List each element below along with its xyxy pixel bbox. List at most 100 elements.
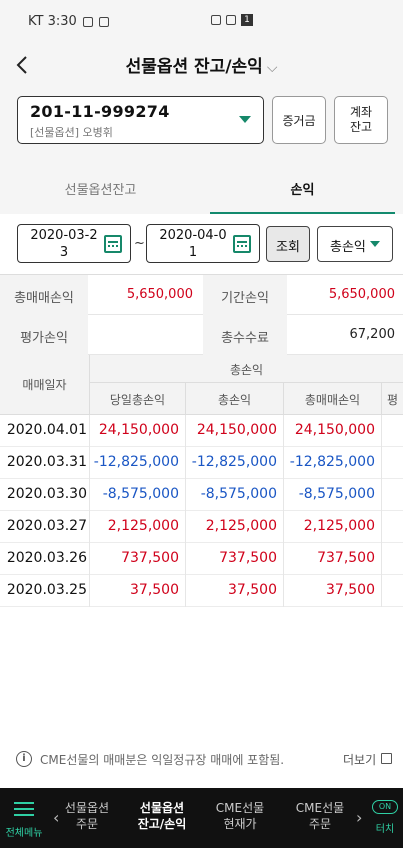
total-fee-value: 67,200 xyxy=(349,327,396,342)
nav-label: 주문 xyxy=(308,817,332,831)
daily-total-pl-cell: -8,575,000 xyxy=(90,479,186,511)
signal-icon xyxy=(226,15,236,25)
query-button[interactable]: 조회 xyxy=(266,226,310,262)
total-pl-cell: 24,150,000 xyxy=(186,415,284,447)
active-tab-indicator xyxy=(210,212,395,215)
column-group-header: 총손익 xyxy=(90,355,403,383)
table-row[interactable]: 2020.03.27 2,125,000 2,125,000 2,125,000 xyxy=(0,511,403,543)
trade-date-cell: 2020.03.26 xyxy=(0,543,90,575)
trade-date-cell: 2020.03.25 xyxy=(0,575,90,607)
account-area: 201-11-999274 [선물옵션] 오병휘 증거금 계좌 잔고 xyxy=(0,86,403,162)
battery-icon: 1 xyxy=(241,14,253,26)
notification-icon xyxy=(98,16,109,27)
table-row[interactable]: 2020.03.30 -8,575,000 -8,575,000 -8,575,000 xyxy=(0,479,403,511)
table-row[interactable]: 2020.04.01 24,150,000 24,150,000 24,150,000 xyxy=(0,415,403,447)
tab-bar: 선물옵션잔고 손익 xyxy=(0,162,403,215)
nav-label: 잔고/손익 xyxy=(137,817,187,831)
nav-label: CME선물 xyxy=(215,801,265,815)
page-title-dropdown[interactable]: 선물옵션 잔고/손익 ⌵ xyxy=(0,52,403,77)
margin-button[interactable]: 증거금 xyxy=(272,96,326,144)
calendar-icon[interactable] xyxy=(104,235,122,253)
daily-total-pl-cell: 737,500 xyxy=(90,543,186,575)
notice-bar: i CME선물의 매매분은 익일정규장 매매에 포함됨. 더보기 xyxy=(0,748,403,774)
column-header: 당일총손익 xyxy=(90,383,186,415)
summary-row: 평가손익 총수수료 67,200 xyxy=(0,315,403,355)
carrier-time: KT 3:30 xyxy=(28,14,77,29)
daily-total-pl-cell: 2,125,000 xyxy=(90,511,186,543)
nav-item-cme-order[interactable]: CME선물 주문 xyxy=(283,800,357,832)
total-trade-pl-cell: 37,500 xyxy=(284,575,382,607)
more-link[interactable]: 더보기 xyxy=(343,753,377,767)
period-pl-label: 기간손익 xyxy=(203,275,287,315)
total-pl-cell: -12,825,000 xyxy=(186,447,284,479)
table-row[interactable]: 2020.03.31 -12,825,000 -12,825,000 -12,825,… xyxy=(0,447,403,479)
info-icon: i xyxy=(16,751,32,767)
wifi-icon xyxy=(211,15,221,25)
pl-type-value: 총손익 xyxy=(330,240,366,255)
on-toggle-label: 터치 xyxy=(375,824,395,835)
account-balance-label-1: 계좌 xyxy=(349,105,373,119)
daily-total-pl-cell: 24,150,000 xyxy=(90,415,186,447)
start-date-picker[interactable]: 2020-03-23 xyxy=(17,224,131,263)
nav-label: 현재가 xyxy=(223,817,257,831)
dropdown-arrow-icon xyxy=(370,241,380,247)
account-number: 201-11-999274 xyxy=(30,102,170,121)
page-title: 선물옵션 잔고/손익 xyxy=(125,57,263,77)
total-trade-pl-cell: 737,500 xyxy=(284,543,382,575)
calendar-icon[interactable] xyxy=(233,235,251,253)
nav-label: 주문 xyxy=(75,817,99,831)
column-header: 평 xyxy=(386,393,399,407)
total-trade-pl-label: 총매매손익 xyxy=(0,275,88,315)
end-date-picker[interactable]: 2020-04-01 xyxy=(146,224,260,263)
account-balance-button[interactable]: 계좌 잔고 xyxy=(334,96,388,144)
trade-date-cell: 2020.03.27 xyxy=(0,511,90,543)
table-header: 매매일자 총손익 당일총손익 총손익 총매매손익 평 xyxy=(0,355,403,415)
account-balance-label-2: 잔고 xyxy=(349,120,373,134)
eval-pl-label: 평가손익 xyxy=(0,315,88,355)
total-fee-label: 총수수료 xyxy=(203,315,287,355)
total-trade-pl-cell: -12,825,000 xyxy=(284,447,382,479)
app-header: 선물옵션 잔고/손익 ⌵ xyxy=(0,44,403,86)
trade-date-cell: 2020.03.30 xyxy=(0,479,90,511)
on-toggle-badge[interactable]: ON xyxy=(372,800,398,814)
chevron-right-icon[interactable]: › xyxy=(356,808,363,827)
period-pl-value: 5,650,000 xyxy=(328,287,395,302)
tab-futures-options-balance[interactable]: 선물옵션잔고 xyxy=(64,183,137,198)
total-pl-cell: 737,500 xyxy=(186,543,284,575)
column-header: 총매매손익 xyxy=(284,383,382,415)
table-row[interactable]: 2020.03.26 737,500 737,500 737,500 xyxy=(0,543,403,575)
all-menu-label: 전체메뉴 xyxy=(5,828,43,839)
dropdown-arrow-icon xyxy=(239,116,251,123)
chevron-left-icon[interactable]: ‹ xyxy=(53,808,60,827)
filter-bar: 2020-03-23 ~ 2020-04-01 조회 총손익 xyxy=(0,214,403,274)
nav-item-cme-quote[interactable]: CME선물 현재가 xyxy=(203,800,277,832)
nav-label: CME선물 xyxy=(295,801,345,815)
status-right: 1 xyxy=(211,14,253,26)
total-trade-pl-cell: 24,150,000 xyxy=(284,415,382,447)
all-menu-button[interactable]: 전체메뉴 xyxy=(0,788,48,848)
total-pl-cell: -8,575,000 xyxy=(186,479,284,511)
tab-profit-loss[interactable]: 손익 xyxy=(290,183,315,198)
nav-label: 선물옵션 xyxy=(64,801,110,815)
nav-item-futures-balance[interactable]: 선물옵션 잔고/손익 xyxy=(125,800,199,832)
chevron-down-icon: ⌵ xyxy=(266,60,278,76)
date-range-separator: ~ xyxy=(134,236,145,251)
trade-date-cell: 2020.03.31 xyxy=(0,447,90,479)
status-bar: KT 3:30 1 xyxy=(0,0,403,44)
eval-pl-value xyxy=(88,315,203,355)
daily-total-pl-cell: 37,500 xyxy=(90,575,186,607)
pl-type-select[interactable]: 총손익 xyxy=(317,226,393,262)
total-pl-cell: 2,125,000 xyxy=(186,511,284,543)
gallery-icon xyxy=(82,16,93,27)
back-arrow-icon[interactable] xyxy=(12,54,34,76)
summary-row: 총매매손익 5,650,000 기간손익 5,650,000 xyxy=(0,275,403,315)
nav-item-futures-order[interactable]: 선물옵션 주문 xyxy=(50,800,124,832)
nav-label: 선물옵션 xyxy=(139,801,185,815)
column-header: 총손익 xyxy=(186,383,284,415)
account-selector[interactable]: 201-11-999274 [선물옵션] 오병휘 xyxy=(17,96,264,144)
notice-text: CME선물의 매매분은 익일정규장 매매에 포함됨. xyxy=(40,753,285,767)
table-row[interactable]: 2020.03.25 37,500 37,500 37,500 xyxy=(0,575,403,607)
total-pl-cell: 37,500 xyxy=(186,575,284,607)
external-link-icon[interactable] xyxy=(381,753,392,764)
status-left: KT 3:30 xyxy=(28,14,109,29)
